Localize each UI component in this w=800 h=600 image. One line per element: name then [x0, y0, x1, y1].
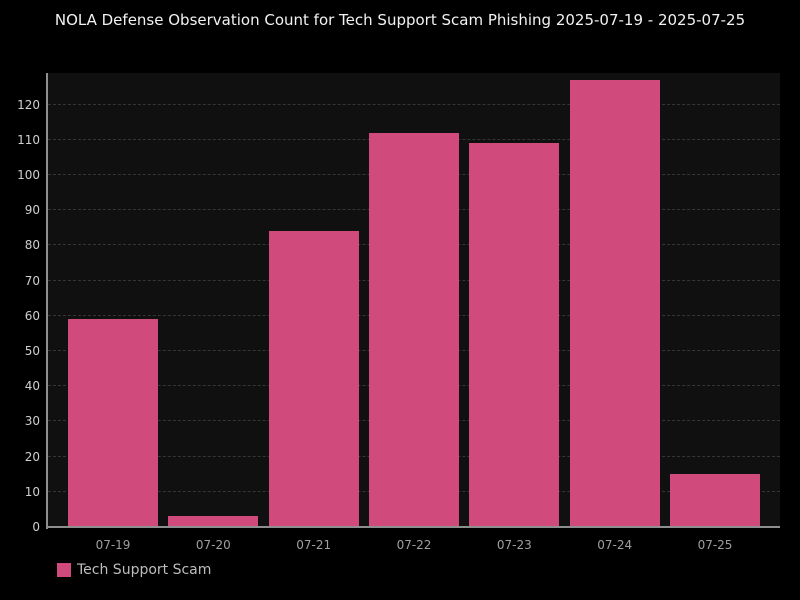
x-tick-label-07-24: 07-24 [597, 538, 633, 552]
x-tick-label-07-20: 07-20 [195, 538, 231, 552]
x-axis-spine [46, 526, 780, 528]
x-tick-label-07-21: 07-21 [296, 538, 332, 552]
gridline-120 [48, 103, 780, 105]
y-tick-label-0: 0 [32, 520, 40, 534]
y-tick-label-40: 40 [24, 379, 40, 394]
legend: Tech Support Scam [57, 561, 211, 579]
y-tick-label-10: 10 [24, 484, 40, 499]
x-tick-label-07-25: 07-25 [697, 538, 733, 552]
x-tick-label-07-23: 07-23 [496, 538, 532, 552]
bar-07-25 [670, 474, 760, 527]
bar-07-19 [68, 319, 158, 527]
chart-title: NOLA Defense Observation Count for Tech … [54, 11, 746, 29]
y-tick-label-50: 50 [24, 344, 40, 359]
bar-07-24 [569, 80, 660, 527]
y-tick-label-20: 20 [24, 449, 40, 464]
y-tick-label-30: 30 [24, 414, 40, 429]
y-tick-label-80: 80 [24, 238, 40, 253]
y-axis-spine [46, 73, 48, 529]
y-tick-label-110: 110 [17, 132, 40, 147]
bar-07-22 [369, 132, 459, 527]
y-tick-label-90: 90 [24, 203, 40, 218]
legend-swatch [57, 563, 71, 577]
bar-07-20 [168, 516, 259, 527]
bar-07-23 [469, 143, 560, 527]
bar-07-21 [268, 231, 359, 527]
legend-label: Tech Support Scam [77, 562, 212, 578]
y-tick-label-100: 100 [17, 168, 40, 183]
plot-area [48, 73, 780, 527]
y-tick-label-60: 60 [24, 308, 40, 323]
y-tick-label-120: 120 [17, 97, 40, 112]
x-tick-label-07-22: 07-22 [396, 538, 432, 552]
y-tick-label-70: 70 [24, 273, 40, 288]
x-tick-label-07-19: 07-19 [95, 538, 131, 552]
